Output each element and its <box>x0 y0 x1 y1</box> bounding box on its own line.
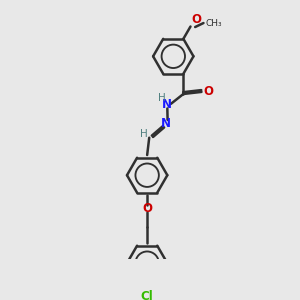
Text: O: O <box>204 85 214 98</box>
Text: Cl: Cl <box>141 290 154 300</box>
Text: O: O <box>142 202 152 215</box>
Text: O: O <box>191 13 202 26</box>
Text: H: H <box>158 93 166 103</box>
Text: CH₃: CH₃ <box>205 19 222 28</box>
Text: N: N <box>161 117 171 130</box>
Text: H: H <box>140 129 147 139</box>
Text: N: N <box>162 98 172 111</box>
